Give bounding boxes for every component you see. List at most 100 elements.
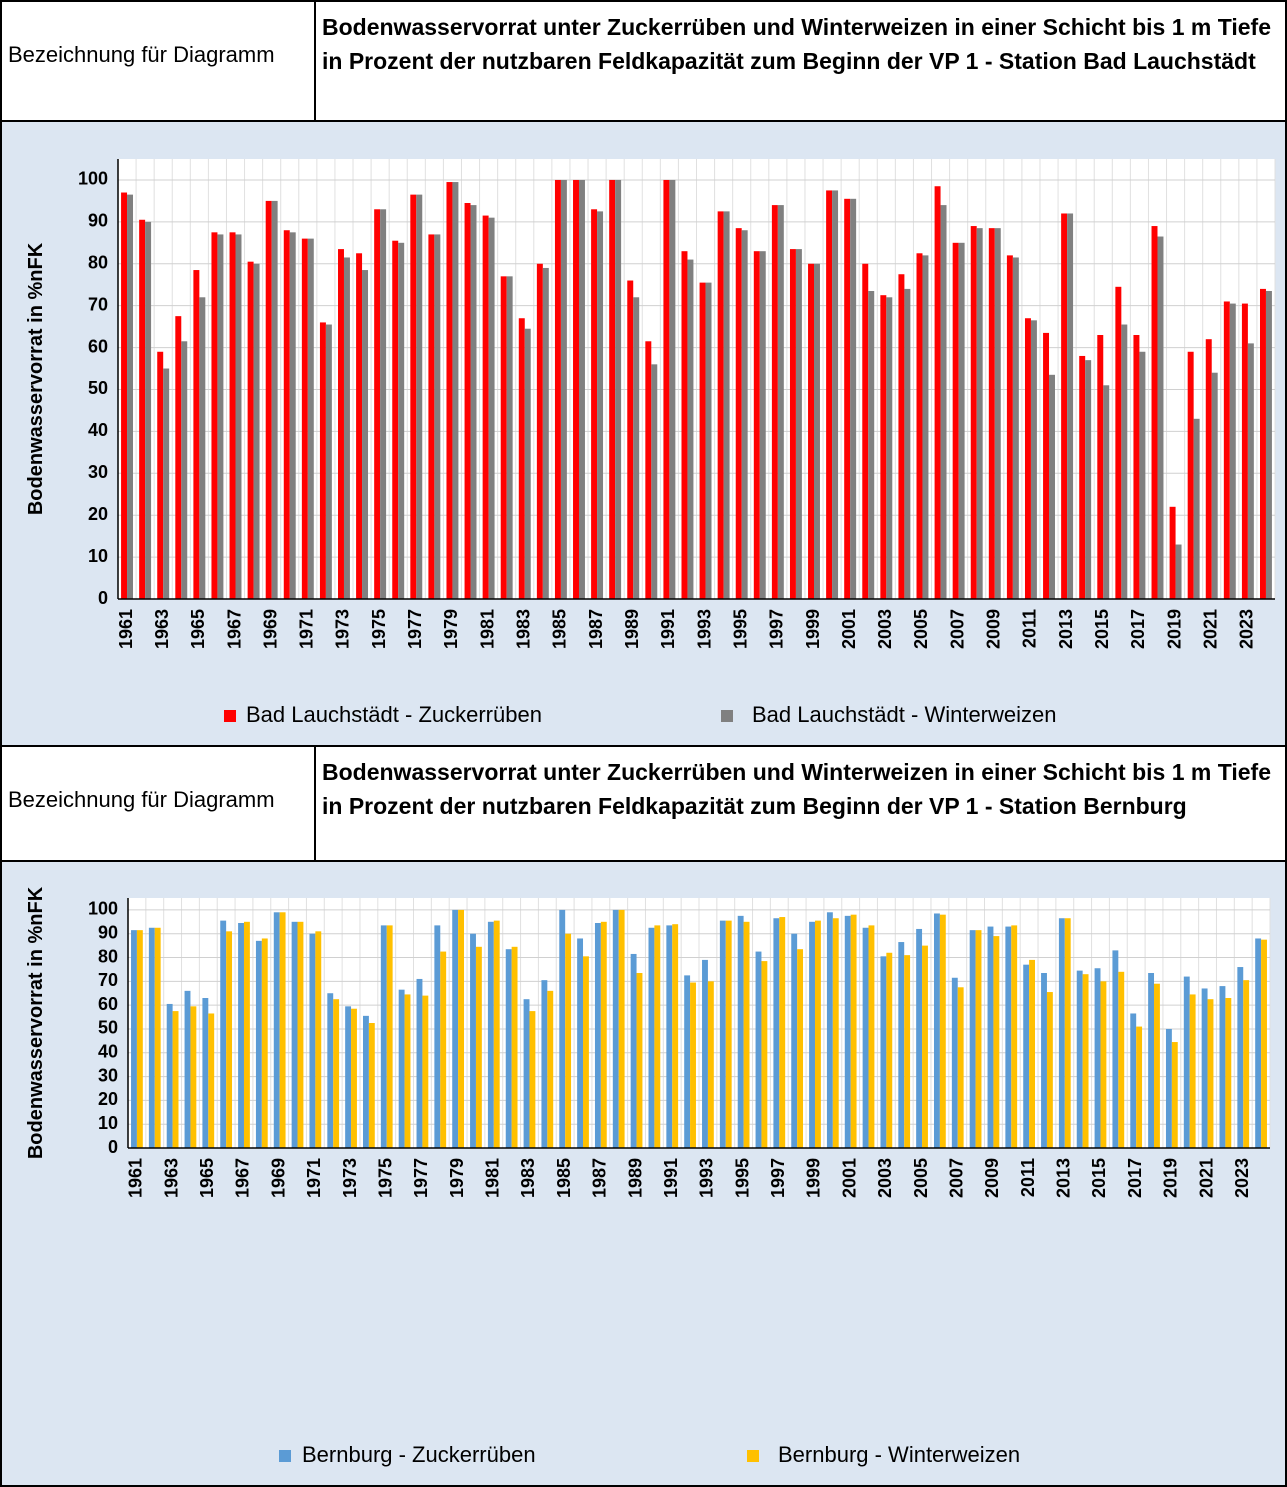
bar	[422, 995, 429, 1148]
bar	[428, 234, 435, 599]
bar	[976, 228, 983, 599]
bar	[594, 923, 601, 1148]
bar	[1139, 351, 1146, 599]
bar	[1223, 301, 1230, 599]
bar	[541, 980, 548, 1148]
bar	[970, 226, 977, 600]
bar	[291, 921, 298, 1148]
x-tick-label: 1981	[477, 609, 497, 649]
bar	[199, 297, 206, 599]
bar	[1118, 971, 1125, 1148]
bar	[669, 179, 676, 599]
bar	[1151, 226, 1158, 600]
x-tick-label: 2011	[1020, 609, 1040, 648]
bar	[826, 190, 833, 599]
bar	[464, 203, 471, 599]
bar	[363, 1015, 369, 1148]
bar	[1049, 374, 1055, 599]
bar	[1193, 418, 1200, 599]
bar	[651, 364, 658, 599]
bar	[630, 953, 637, 1148]
bar	[1058, 918, 1065, 1148]
x-tick-label: 2017	[1128, 609, 1148, 649]
y-tick-label: 60	[98, 994, 118, 1014]
y-tick-label: 50	[88, 378, 108, 398]
bar	[1165, 1028, 1172, 1148]
y-tick-label: 70	[88, 294, 108, 314]
bar	[235, 234, 242, 599]
bar	[1030, 320, 1037, 599]
bar	[452, 182, 459, 600]
bar	[1006, 255, 1013, 599]
x-tick-label: 2021	[1196, 1158, 1216, 1198]
x-tick-label: 1975	[375, 1158, 395, 1198]
y-tick-label: 50	[98, 1018, 118, 1038]
bar	[145, 221, 152, 599]
x-tick-label: 2015	[1089, 1158, 1109, 1198]
bar	[759, 251, 766, 599]
y-tick-label: 100	[88, 899, 118, 919]
x-tick-label: 2001	[839, 1158, 859, 1198]
bar	[351, 1008, 357, 1148]
y-tick-label: 20	[88, 504, 108, 524]
bar	[1247, 343, 1254, 599]
bar	[229, 232, 236, 599]
bar	[612, 909, 619, 1148]
x-tick-label: 1983	[518, 1158, 538, 1198]
bar	[939, 914, 946, 1148]
bar	[121, 192, 128, 599]
bar	[1189, 994, 1196, 1148]
bar	[524, 328, 531, 599]
x-tick-label: 2023	[1232, 1158, 1252, 1198]
x-tick-label: 1989	[625, 1158, 645, 1198]
bar	[868, 291, 875, 599]
bar	[434, 925, 441, 1148]
bar	[440, 951, 447, 1148]
bar	[283, 230, 290, 599]
x-tick-label: 1999	[804, 1158, 824, 1198]
bar	[1012, 257, 1019, 599]
bar	[279, 912, 286, 1148]
y-tick-label: 0	[108, 1137, 118, 1157]
y-tick-label: 20	[98, 1089, 118, 1109]
bar	[880, 295, 887, 599]
bar	[404, 994, 411, 1148]
bar	[175, 316, 182, 599]
bar	[832, 918, 839, 1148]
bar	[832, 190, 839, 599]
y-tick-label: 30	[88, 462, 108, 482]
bar	[1207, 999, 1214, 1148]
bar	[1187, 351, 1194, 599]
bar	[1046, 992, 1053, 1148]
bar	[886, 297, 893, 599]
x-tick-label: 2009	[984, 609, 1004, 649]
x-tick-label: 1999	[803, 609, 823, 649]
bar	[577, 938, 584, 1148]
y-tick-label: 70	[98, 970, 118, 990]
bar	[737, 915, 744, 1148]
bar	[243, 921, 250, 1148]
bar	[761, 961, 768, 1148]
bar	[850, 914, 857, 1148]
bar	[1076, 970, 1083, 1148]
bar	[687, 259, 694, 599]
bar	[470, 205, 477, 599]
bar	[1024, 318, 1031, 599]
bar	[523, 999, 530, 1148]
y-tick-label: 80	[98, 946, 118, 966]
bar	[265, 200, 272, 599]
bar	[988, 228, 995, 599]
bar	[1229, 303, 1236, 599]
bar	[139, 219, 146, 599]
bar	[672, 924, 679, 1148]
bar	[157, 351, 164, 599]
bar	[1241, 303, 1248, 599]
bar	[636, 973, 643, 1148]
x-tick-label: 1973	[333, 609, 353, 649]
x-tick-label: 1993	[694, 609, 714, 649]
y-tick-label: 30	[98, 1065, 118, 1085]
bar	[184, 990, 191, 1148]
bar	[319, 322, 326, 599]
bar	[633, 297, 640, 599]
bar	[1085, 360, 1092, 599]
